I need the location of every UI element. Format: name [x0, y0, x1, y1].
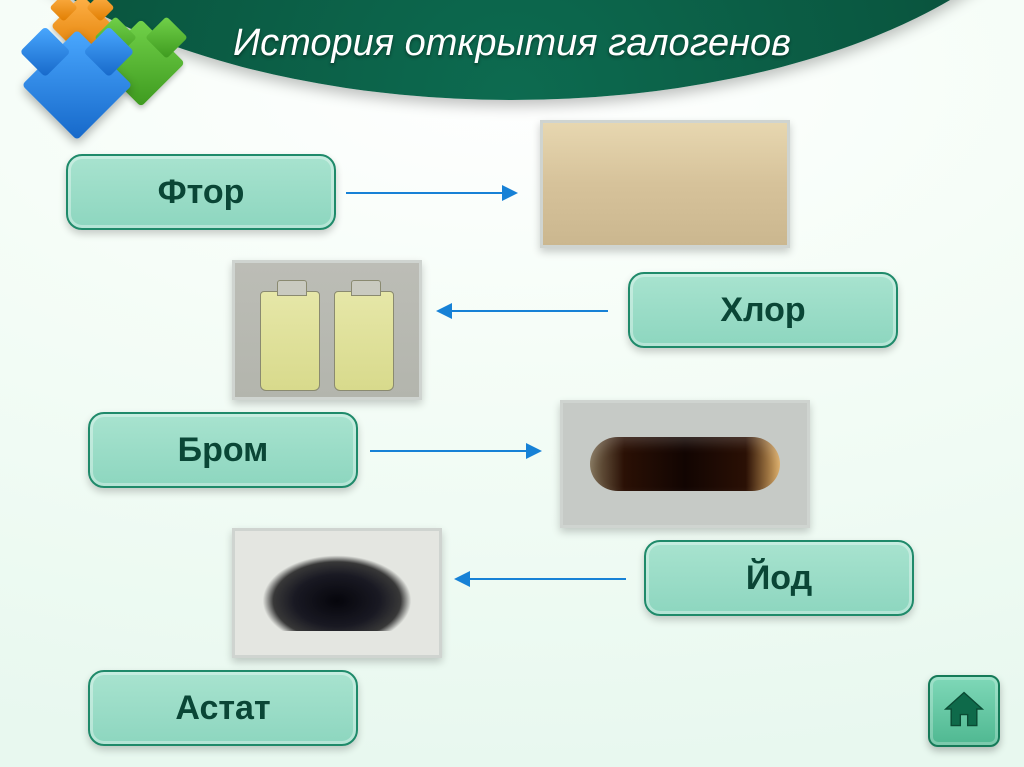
- label-chlorine[interactable]: Хлор: [628, 272, 898, 348]
- sample-iodine: [232, 528, 442, 658]
- label-text: Хлор: [720, 291, 805, 330]
- arrow-iodine: [456, 578, 626, 580]
- label-bromine[interactable]: Бром: [88, 412, 358, 488]
- label-text: Астат: [175, 689, 270, 728]
- logo-cubes: [10, 0, 200, 146]
- label-text: Фтор: [158, 173, 245, 212]
- arrow-bromine: [370, 450, 540, 452]
- arrow-chlorine: [438, 310, 608, 312]
- house-icon: [942, 687, 986, 736]
- sample-fluorine: [540, 120, 790, 248]
- label-text: Бром: [178, 431, 269, 470]
- label-fluorine[interactable]: Фтор: [66, 154, 336, 230]
- home-button[interactable]: [928, 675, 1000, 747]
- label-text: Йод: [746, 559, 812, 598]
- arrow-fluorine: [346, 192, 516, 194]
- label-astatine[interactable]: Астат: [88, 670, 358, 746]
- slide: История открытия галогенов Фтор Хлор Бро…: [0, 0, 1024, 767]
- sample-bromine: [560, 400, 810, 528]
- sample-chlorine: [232, 260, 422, 400]
- label-iodine[interactable]: Йод: [644, 540, 914, 616]
